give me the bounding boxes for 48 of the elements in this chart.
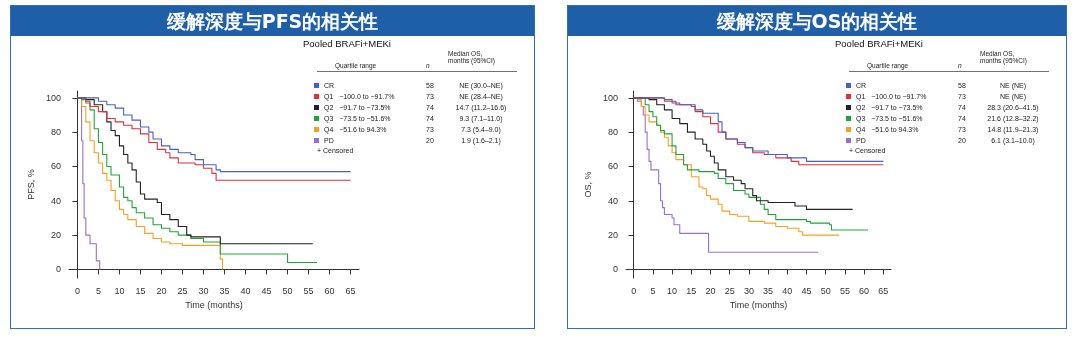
x-tick-label: 0 <box>74 285 80 296</box>
x-tick-label: 55 <box>839 285 850 296</box>
y-tick-label: 60 <box>50 161 61 172</box>
x-tick-label: 45 <box>261 285 272 296</box>
x-tick-label: 5 <box>95 285 101 296</box>
y-tick-label: 80 <box>607 127 618 138</box>
x-tick-label: 30 <box>198 285 209 296</box>
x-tick-label: 30 <box>743 285 754 296</box>
x-tick-label: 15 <box>135 285 146 296</box>
x-tick-label: 55 <box>303 285 314 296</box>
x-tick-label: 25 <box>177 285 188 296</box>
x-tick-label: 50 <box>282 285 293 296</box>
y-tick-label: 20 <box>50 230 61 241</box>
x-tick-label: 60 <box>324 285 335 296</box>
x-tick-label: 65 <box>878 285 889 296</box>
x-axis-title: Time (months) <box>729 299 788 310</box>
x-tick-label: 35 <box>763 285 774 296</box>
y-tick-label: 20 <box>607 230 618 241</box>
y-tick-label: 40 <box>50 195 61 206</box>
y-tick-label: 60 <box>607 161 618 172</box>
y-axis-title: PFS, % <box>25 169 36 200</box>
x-tick-label: 10 <box>667 285 678 296</box>
y-tick-label: 0 <box>55 264 61 275</box>
x-tick-label: 5 <box>650 285 656 296</box>
x-tick-label: 0 <box>631 285 637 296</box>
x-tick-label: 35 <box>219 285 230 296</box>
chart-subtitle: Pooled BRAFi+MEKi <box>835 37 923 49</box>
y-tick-label: 100 <box>45 92 61 103</box>
x-tick-label: 40 <box>782 285 793 296</box>
y-tick-label: 40 <box>607 195 618 206</box>
x-tick-label: 15 <box>686 285 697 296</box>
y-tick-label: 100 <box>602 92 618 103</box>
x-tick-label: 45 <box>801 285 812 296</box>
x-tick-label: 20 <box>705 285 716 296</box>
x-tick-label: 10 <box>114 285 125 296</box>
chart-title: 缓解深度与OS的相关性 <box>568 6 1066 36</box>
chart-title: 缓解深度与PFS的相关性 <box>11 6 534 36</box>
x-tick-label: 60 <box>859 285 870 296</box>
chart-subtitle: Pooled BRAFi+MEKi <box>303 37 391 49</box>
x-axis-title: Time (months) <box>185 299 243 310</box>
y-axis-title: OS, % <box>582 171 593 198</box>
x-tick-label: 25 <box>724 285 735 296</box>
y-tick-label: 0 <box>612 264 618 275</box>
x-tick-label: 65 <box>345 285 356 296</box>
x-tick-label: 20 <box>156 285 167 296</box>
x-tick-label: 40 <box>240 285 251 296</box>
y-tick-label: 80 <box>50 127 61 138</box>
x-tick-label: 50 <box>820 285 831 296</box>
